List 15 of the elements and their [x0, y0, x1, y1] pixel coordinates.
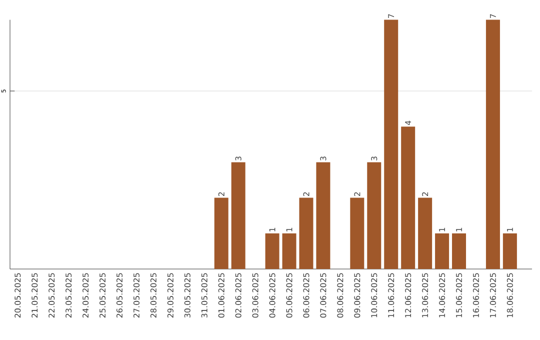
bar [316, 162, 330, 269]
bar [502, 233, 517, 269]
bar [282, 233, 296, 269]
bar [231, 162, 246, 269]
bar [452, 233, 466, 269]
bar [435, 233, 450, 269]
bar [299, 198, 314, 269]
bar [384, 20, 398, 269]
bar [401, 126, 416, 269]
bar [214, 198, 228, 269]
bar [350, 198, 364, 269]
bar [367, 162, 382, 269]
bar [265, 233, 280, 269]
bar [418, 198, 432, 269]
bar [486, 20, 500, 269]
